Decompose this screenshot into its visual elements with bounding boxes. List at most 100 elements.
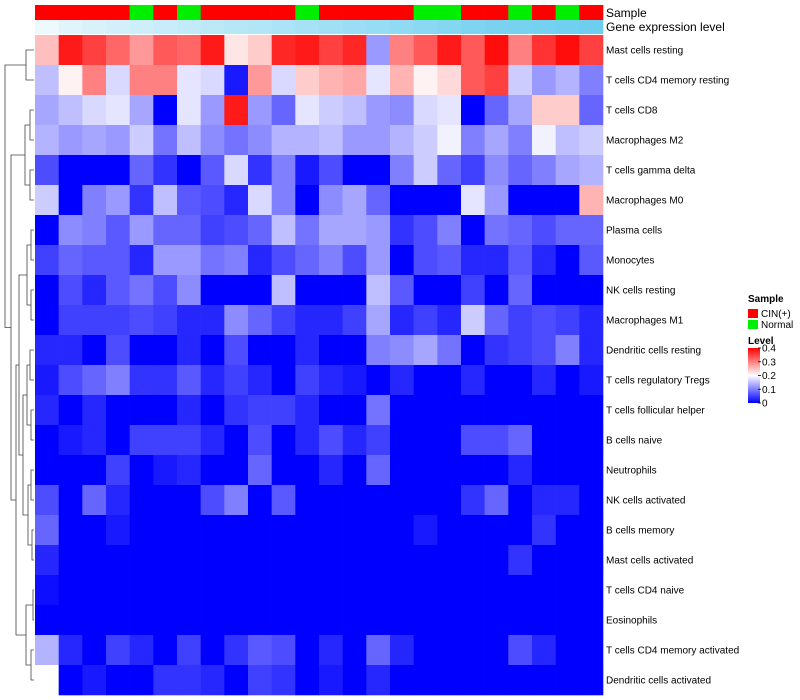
heatmap-cell [437,275,462,306]
heatmap-cell [437,185,462,216]
heatmap-cell [271,395,296,426]
heatmap-cell [437,155,462,186]
heatmap-cell [532,665,556,696]
heatmap-cell [484,515,509,546]
heatmap-cell [295,35,320,66]
heatmap-cell [200,635,225,666]
level-track-cell [484,20,509,34]
heatmap-cell [271,155,296,186]
heatmap-cell [508,35,533,66]
heatmap-cell [579,35,604,66]
heatmap-cell [484,605,509,636]
heatmap-cell [413,395,438,426]
sample-track-cell [58,5,83,20]
heatmap-cell [271,245,296,276]
heatmap-cell [555,575,580,606]
legend-sample-title: Sample [748,294,784,305]
heatmap-cell [342,125,367,156]
heatmap-cell [129,425,154,456]
heatmap-cell [200,35,225,66]
heatmap-cell [224,185,249,216]
heatmap-cell [200,485,225,516]
heatmap-cell [200,65,225,96]
heatmap-cell [413,215,438,246]
legend-item-label: CIN(+) [761,309,791,320]
heatmap-cell [484,245,509,276]
level-track-cell [555,20,580,34]
row-label: B cells naive [606,436,663,447]
sample-track-cell [271,5,296,20]
heatmap-cell [437,485,462,516]
heatmap-cell [319,305,343,336]
heatmap-cell [437,455,462,486]
heatmap-cell [271,185,296,216]
heatmap-cell [461,485,485,516]
heatmap-cell [437,575,462,606]
heatmap-cell [532,515,556,546]
heatmap-cell [129,545,154,576]
heatmap-cell [342,545,367,576]
heatmap-cell [532,305,556,336]
heatmap-cell [532,575,556,606]
heatmap-cell [58,335,83,366]
heatmap-cell [508,215,533,246]
heatmap-cell [342,95,367,126]
heatmap-cell [319,35,343,66]
heatmap-cell [390,455,414,486]
level-track-cell [58,20,83,34]
heatmap-cell [82,215,107,246]
heatmap-cell [508,65,533,96]
sample-track-cell [82,5,107,20]
heatmap-cell [271,125,296,156]
heatmap-cell [106,635,130,666]
heatmap-cell [579,125,604,156]
heatmap-cell [271,365,296,396]
sample-track-cell [579,5,604,20]
heatmap-cell [508,455,533,486]
heatmap-cell [579,545,604,576]
heatmap-cell [129,335,154,366]
heatmap-cell [224,515,249,546]
heatmap-cell [508,155,533,186]
heatmap-cell [35,575,59,606]
legend-tick-label: 0.3 [762,357,776,368]
heatmap-cell [200,185,225,216]
heatmap-cell [153,575,178,606]
heatmap-cell [271,35,296,66]
heatmap-cell [366,665,391,696]
heatmap-cell [532,215,556,246]
heatmap-cell [484,125,509,156]
heatmap-cell [248,335,272,366]
heatmap-cell [129,485,154,516]
heatmap-cell [82,365,107,396]
heatmap-cell [177,575,201,606]
heatmap-cell [106,395,130,426]
heatmap-cell [508,605,533,636]
heatmap-cell [342,275,367,306]
heatmap-cell [295,305,320,336]
sample-track-cell [200,5,225,20]
heatmap-cell [319,125,343,156]
heatmap-cell [413,605,438,636]
heatmap-cell [153,35,178,66]
heatmap-cell [295,605,320,636]
heatmap-cell [484,215,509,246]
heatmap-cell [461,545,485,576]
heatmap-cell [437,365,462,396]
heatmap-cell [248,35,272,66]
heatmap-cell [106,305,130,336]
heatmap-cell [437,635,462,666]
heatmap-cell [461,35,485,66]
heatmap-cell [248,305,272,336]
heatmap-cell [106,35,130,66]
heatmap-cell [106,95,130,126]
heatmap-cell [437,35,462,66]
sample-track-cell [106,5,130,20]
heatmap-cell [579,275,604,306]
heatmap-cell [129,665,154,696]
heatmap-cell [461,605,485,636]
heatmap-cell [532,65,556,96]
heatmap-cell [484,425,509,456]
heatmap-cell [461,275,485,306]
level-track-cell [106,20,130,34]
